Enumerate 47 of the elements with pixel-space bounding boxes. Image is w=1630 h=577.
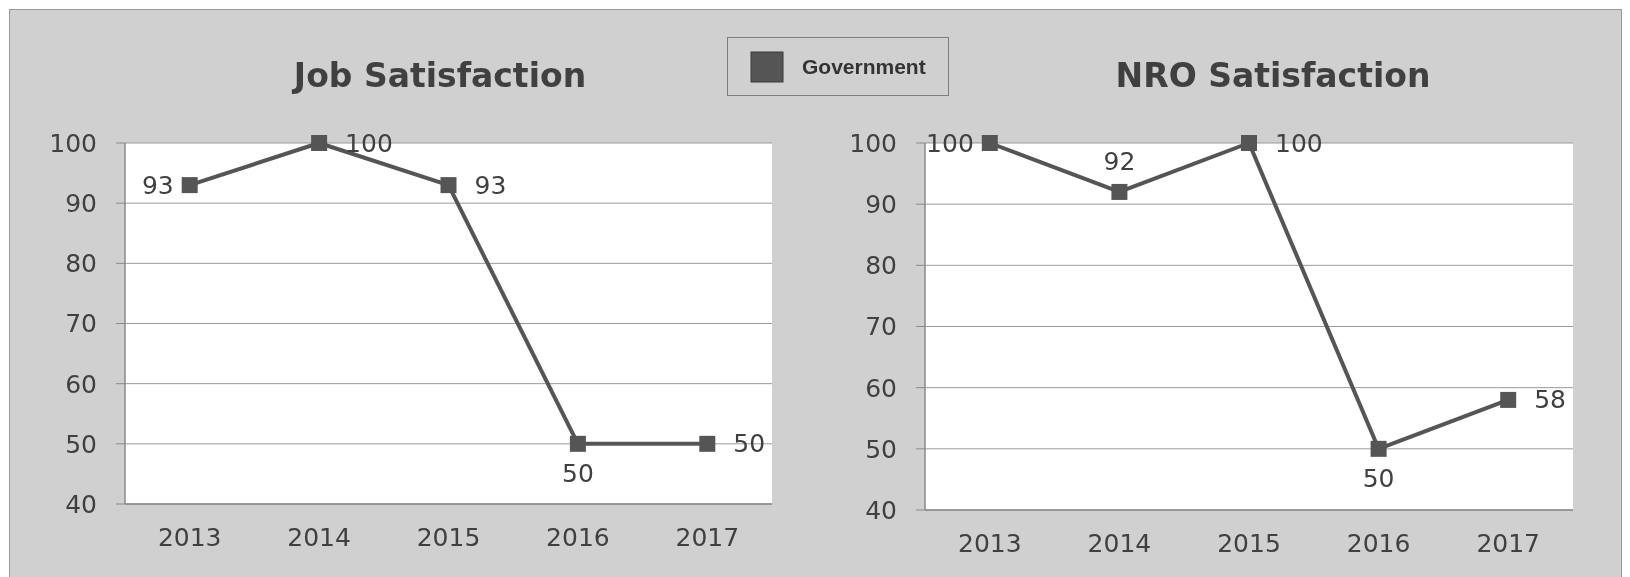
point bbox=[1111, 183, 1128, 200]
chart-title: NRO Satisfaction bbox=[1114, 56, 1432, 96]
data-label: 93 bbox=[474, 170, 507, 200]
y-tick-label: 80 bbox=[65, 249, 97, 279]
data-label: 50 bbox=[1362, 464, 1395, 494]
data-label: 100 bbox=[1275, 128, 1323, 158]
data-label: 92 bbox=[1103, 147, 1136, 177]
data-label: 50 bbox=[733, 429, 766, 459]
legend-label: Government bbox=[802, 54, 926, 79]
point bbox=[1370, 440, 1387, 457]
y-tick-label: 100 bbox=[49, 128, 97, 158]
data-label: 50 bbox=[561, 459, 594, 489]
y-tick-label: 100 bbox=[849, 128, 897, 158]
x-tick-label: 2016 bbox=[546, 522, 610, 552]
y-tick-label: 40 bbox=[865, 495, 897, 525]
y-tick-label: 90 bbox=[65, 189, 97, 219]
point bbox=[181, 177, 198, 194]
x-tick-label: 2017 bbox=[675, 522, 740, 552]
point bbox=[569, 435, 586, 452]
data-label: 93 bbox=[141, 170, 174, 200]
data-label: 100 bbox=[345, 128, 393, 158]
y-tick-label: 80 bbox=[865, 251, 897, 281]
y-tick-label: 90 bbox=[865, 190, 897, 220]
x-tick-label: 2015 bbox=[416, 522, 481, 552]
x-tick-label: 2017 bbox=[1476, 528, 1541, 558]
point bbox=[311, 135, 328, 151]
y-tick-label: 40 bbox=[65, 489, 97, 519]
data-label: 100 bbox=[926, 128, 974, 158]
point bbox=[1500, 391, 1517, 408]
y-tick-label: 60 bbox=[865, 373, 897, 403]
y-tick-label: 70 bbox=[865, 312, 897, 342]
x-tick-label: 2013 bbox=[157, 522, 222, 552]
point bbox=[440, 177, 457, 194]
x-tick-label: 2016 bbox=[1346, 528, 1411, 558]
x-tick-label: 2014 bbox=[1087, 528, 1152, 558]
y-tick-label: 50 bbox=[65, 429, 97, 459]
point bbox=[981, 135, 998, 151]
y-tick-label: 50 bbox=[865, 434, 897, 464]
x-tick-label: 2014 bbox=[287, 522, 351, 552]
chart-title: Job Satisfaction bbox=[291, 56, 588, 96]
y-tick-label: 70 bbox=[65, 309, 97, 339]
y-tick-label: 60 bbox=[65, 369, 97, 399]
point bbox=[699, 435, 716, 452]
point bbox=[1241, 135, 1257, 151]
x-tick-label: 2015 bbox=[1217, 528, 1281, 558]
x-tick-label: 2013 bbox=[957, 528, 1022, 558]
data-label: 58 bbox=[1534, 385, 1567, 415]
